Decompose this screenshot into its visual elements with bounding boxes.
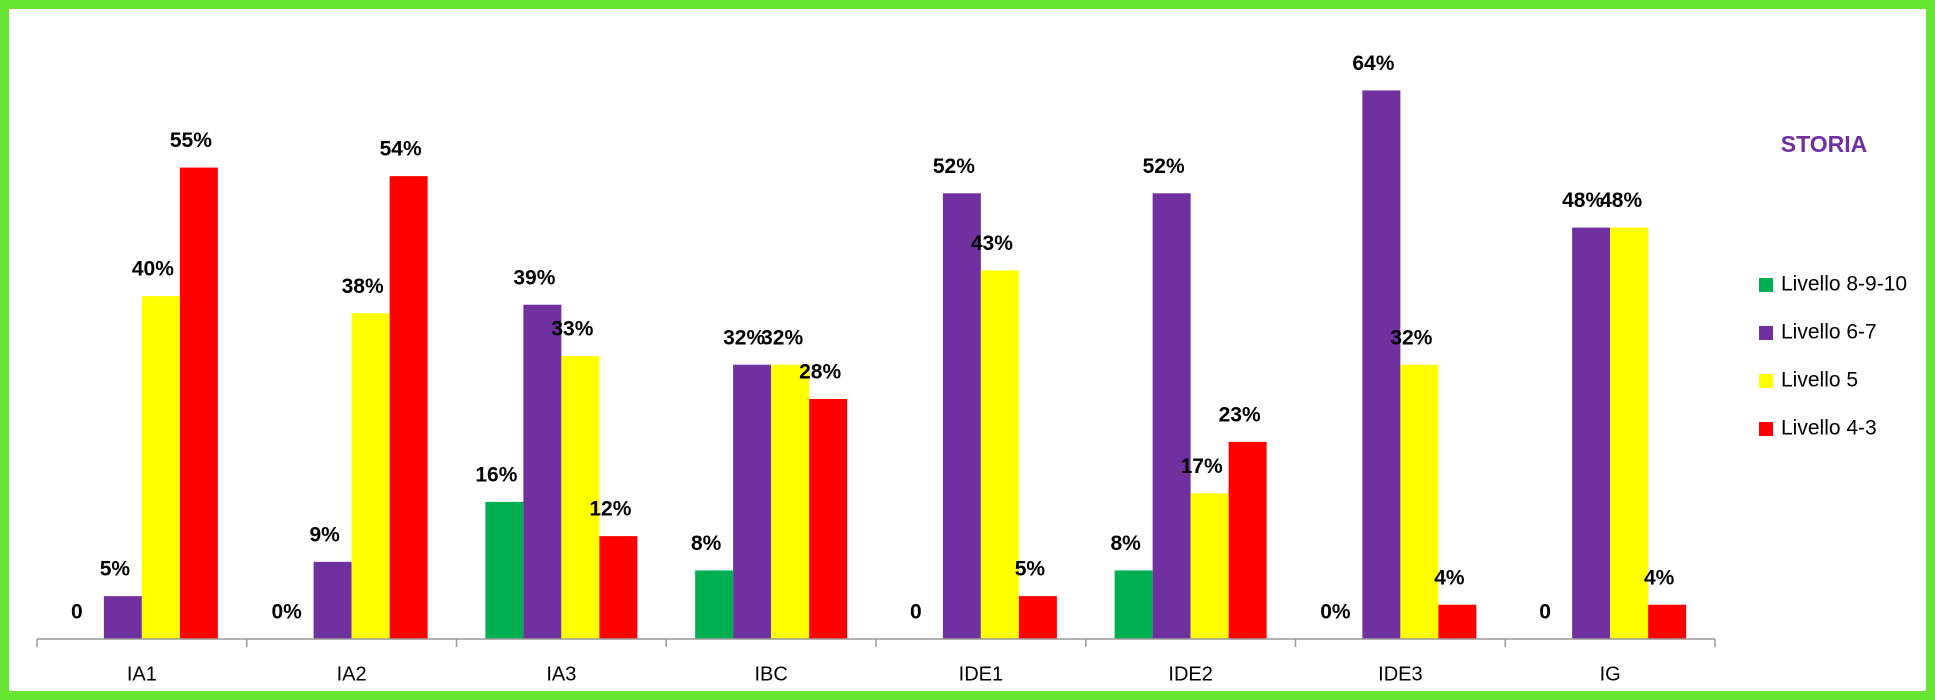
- bar: [313, 561, 352, 639]
- bar: [1572, 227, 1611, 640]
- data-label: 33%: [551, 318, 593, 341]
- bar: [179, 167, 218, 640]
- bar: [485, 501, 524, 639]
- bar: [561, 356, 600, 639]
- bar: [980, 270, 1019, 639]
- data-label: 55%: [170, 129, 212, 152]
- data-label: 23%: [1219, 403, 1261, 426]
- legend-swatch: [1759, 374, 1773, 388]
- bar: [733, 364, 772, 639]
- x-tick-label: IDE3: [1378, 663, 1422, 685]
- legend-label: Livello 8-9-10: [1781, 273, 1907, 296]
- x-tick-label: IDE2: [1168, 663, 1212, 685]
- data-label: 8%: [1110, 532, 1141, 555]
- bar: [1400, 364, 1439, 639]
- data-label: 40%: [132, 258, 174, 281]
- legend-swatch: [1759, 326, 1773, 340]
- data-label: 5%: [100, 558, 131, 581]
- x-tick-label: IA2: [337, 663, 367, 685]
- bar: [1018, 596, 1057, 639]
- bar: [1190, 493, 1229, 639]
- data-label: 32%: [723, 326, 765, 349]
- data-label: 17%: [1181, 455, 1223, 478]
- bar: [695, 570, 734, 639]
- data-label: 12%: [589, 498, 631, 521]
- legend-label: Livello 5: [1781, 369, 1858, 392]
- data-label: 48%: [1600, 189, 1642, 212]
- x-tick-label: IDE1: [959, 663, 1003, 685]
- data-label: 28%: [799, 361, 841, 384]
- data-label: 0: [1539, 601, 1551, 624]
- data-label: 9%: [309, 523, 340, 546]
- legend-swatch: [1759, 278, 1773, 292]
- bar: [1362, 90, 1401, 639]
- bar: [809, 399, 848, 639]
- bar: [1152, 193, 1191, 640]
- data-label: 54%: [380, 138, 422, 161]
- data-label: 5%: [1015, 558, 1046, 581]
- bar: [351, 313, 390, 639]
- bar: [1114, 570, 1153, 639]
- legend-swatch: [1759, 422, 1773, 436]
- bar: [599, 536, 638, 639]
- data-label: 4%: [1434, 566, 1465, 589]
- data-label: 48%: [1562, 189, 1604, 212]
- data-label: 0: [910, 601, 922, 624]
- data-label: 0: [71, 601, 83, 624]
- x-tick-label: IA1: [127, 663, 157, 685]
- data-label: 32%: [1390, 326, 1432, 349]
- bar: [1228, 441, 1267, 639]
- chart-title: STORIA: [1781, 131, 1867, 157]
- bar: [942, 193, 981, 640]
- data-label: 52%: [1143, 155, 1185, 178]
- data-label: 8%: [691, 532, 722, 555]
- x-tick-label: IG: [1600, 663, 1621, 685]
- legend-label: Livello 6-7: [1781, 321, 1877, 344]
- x-tick-label: IA3: [546, 663, 576, 685]
- bar: [1438, 604, 1477, 639]
- bar: [1610, 227, 1649, 640]
- data-label: 38%: [342, 275, 384, 298]
- data-label: 43%: [971, 232, 1013, 255]
- data-label: 0%: [271, 601, 302, 624]
- bar: [141, 296, 180, 639]
- bar: [103, 596, 142, 639]
- data-label: 16%: [475, 463, 517, 486]
- data-label: 64%: [1352, 52, 1394, 75]
- data-label: 0%: [1320, 601, 1351, 624]
- data-label: 39%: [513, 266, 555, 289]
- data-label: 32%: [761, 326, 803, 349]
- bar: [523, 304, 562, 639]
- bar: [389, 176, 428, 639]
- data-label: 52%: [933, 155, 975, 178]
- bar: [771, 364, 810, 639]
- data-label: 4%: [1644, 566, 1675, 589]
- x-tick-label: IBC: [754, 663, 787, 685]
- bar: [1648, 604, 1687, 639]
- legend-label: Livello 4-3: [1781, 417, 1877, 440]
